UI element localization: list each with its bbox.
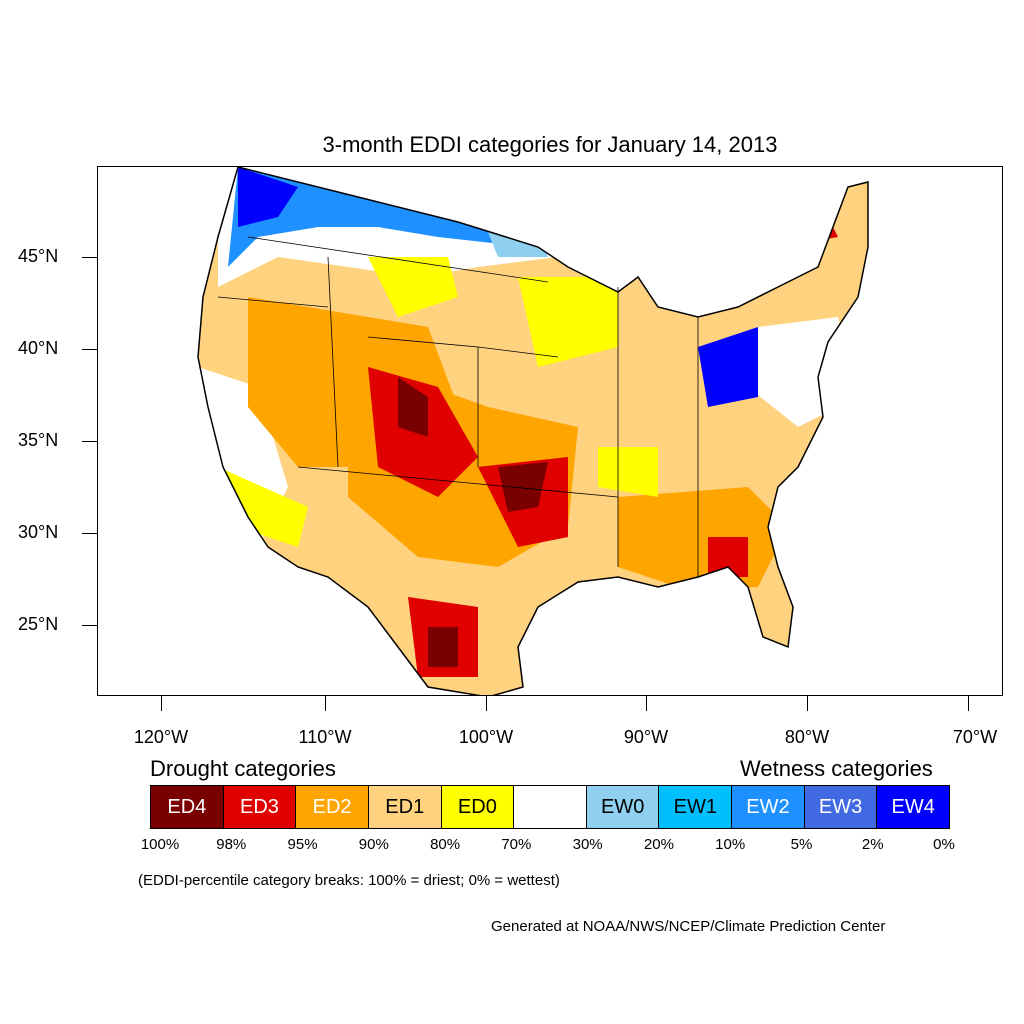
lat-tick (82, 441, 97, 442)
legend-break-label: 70% (501, 836, 532, 853)
lat-label-30: 30°N (18, 522, 59, 542)
lon-label-100: 100°W (458, 727, 514, 747)
lat-tick (82, 349, 97, 350)
legend-box-ew2: EW2 (732, 786, 805, 828)
legend-box-ed2: ED2 (296, 786, 369, 828)
lon-label-90: 90°W (623, 727, 669, 747)
wetness-heading: Wetness categories (740, 756, 933, 781)
drought-heading: Drought categories (150, 756, 336, 781)
lat-tick (82, 257, 97, 258)
lat-label-25: 25°N (18, 614, 59, 634)
lat-label-45: 45°N (18, 246, 59, 266)
lon-tick (968, 696, 969, 711)
lon-tick (161, 696, 162, 711)
legend-break-label: 30% (572, 836, 603, 853)
lon-label-110: 110°W (298, 727, 352, 747)
eddi-map (197, 167, 869, 695)
legend-break-label: 5% (790, 836, 813, 853)
legend-box-neutral (514, 786, 587, 828)
lon-tick (325, 696, 326, 711)
legend-box-ew3: EW3 (804, 786, 878, 828)
category-note: (EDDI-percentile category breaks: 100% =… (138, 872, 560, 889)
lat-label-40: 40°N (18, 338, 59, 358)
legend-box-ed0: ED0 (441, 786, 515, 828)
legend-box-ew0: EW0 (586, 786, 660, 828)
lat-tick (82, 625, 97, 626)
legend-box-ew4: EW4 (877, 786, 950, 828)
legend-box-ed1: ED1 (368, 786, 442, 828)
legend-box-ed3: ED3 (223, 786, 297, 828)
legend-break-label: 20% (643, 836, 674, 853)
legend-break-label: 80% (430, 836, 461, 853)
lon-tick (646, 696, 647, 711)
map-title: 3-month EDDI categories for January 14, … (322, 132, 778, 157)
lon-tick (486, 696, 487, 711)
lon-label-70: 70°W (952, 727, 998, 747)
legend-break-label: 2% (861, 836, 884, 853)
legend-break-label: 90% (358, 836, 389, 853)
lat-tick (82, 533, 97, 534)
legend-break-label: 10% (715, 836, 746, 853)
lon-label-120: 120°W (133, 727, 189, 747)
lon-tick (807, 696, 808, 711)
legend-break-label: 95% (287, 836, 318, 853)
legend-break-label: 0% (933, 836, 955, 853)
legend-break-label: 98% (216, 836, 247, 853)
lat-label-35: 35°N (18, 430, 59, 450)
map-panel (97, 166, 1003, 696)
lon-label-80: 80°W (784, 727, 830, 747)
credit-line: Generated at NOAA/NWS/NCEP/Climate Predi… (491, 918, 886, 935)
legend-box-ew1: EW1 (659, 786, 733, 828)
legend-break-label: 100% (140, 836, 180, 853)
legend-colorbar: ED4 ED3 ED2 ED1 ED0 EW0 EW1 EW2 EW3 EW4 (150, 785, 950, 829)
legend-box-ed4: ED4 (151, 786, 224, 828)
